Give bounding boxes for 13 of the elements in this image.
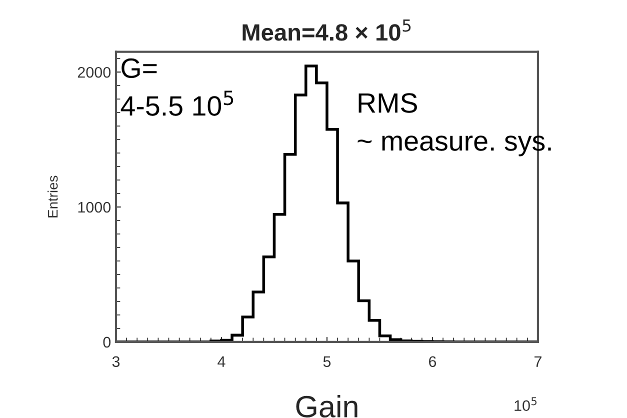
annotation: G= 4-5.5 10$^{5}$ — [120, 58, 234, 116]
x-tick-label: 5 — [323, 356, 331, 368]
y-tick-label: 0 — [103, 336, 111, 348]
y-axis-title: Entries — [48, 176, 58, 218]
x-tick-label: 3 — [112, 356, 120, 368]
y-tick-label: 2000 — [78, 66, 111, 78]
text: 10$^{5}$ — [514, 397, 537, 412]
x-tick-label: 7 — [534, 356, 542, 367]
chart-title: Mean=4.8 × 10$^{5}$ — [242, 19, 411, 41]
x-tick-label: 6 — [429, 356, 436, 368]
x-tick-label: 4 — [218, 356, 226, 367]
x-axis-title: Gain — [296, 395, 358, 418]
y-tick-label: 1000 — [78, 202, 111, 213]
